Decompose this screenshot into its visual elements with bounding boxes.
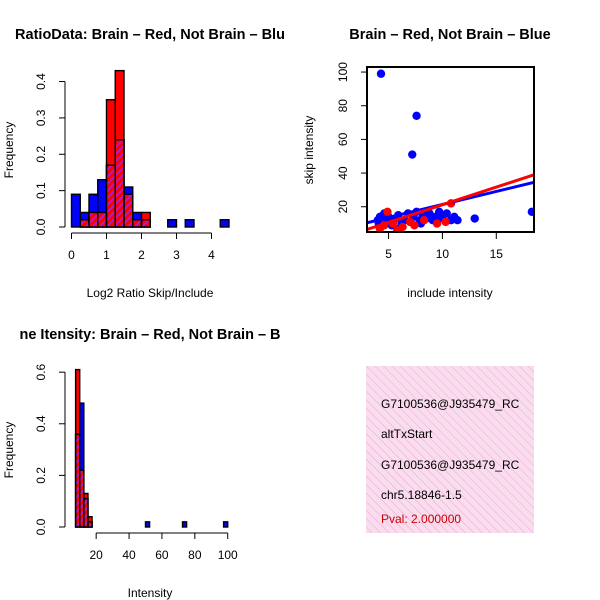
info-line-gene-id-2: G7100536@J935479_RC [381,458,520,472]
scatter-point-blue-0 [376,69,386,78]
scatter-point-red-2 [383,207,392,216]
scatter-point-blue-2 [408,150,417,159]
info-box-background [366,366,534,533]
p1-y-tick-label-3: 0.3 [34,109,48,126]
scatter-title: Brain – Red, Not Brain – Blue [349,27,550,43]
scatter-points [373,69,534,232]
scatter-y-tick-label-2: 60 [336,132,350,146]
scatter-plot-frame [366,66,535,233]
p1-bar-not-brain-0 [70,193,81,228]
p1-bar-not-brain-9 [167,219,178,228]
scatter-point-red-5 [398,222,407,232]
p3-bar-not-brain-6 [222,521,229,528]
scatter-point-blue-26 [442,209,451,218]
info-pval: Pval: 2.000000 [381,512,461,526]
p1-bar-overlap-3 [105,164,116,228]
info-panel: G7100536@J935479_RC altTxStart G7100536@… [366,366,534,533]
scatter-point-blue-30 [470,214,479,223]
intensity-histogram-panel: ne Itensity: Brain – Red, Not Brain – B … [2,327,281,600]
ratio-histogram-bars [70,69,230,228]
p1-bar-not-brain-10 [184,219,195,228]
scatter-x-tick-label-2: 15 [490,247,504,261]
scatter-point-blue-21 [425,209,434,218]
p1-bar-overlap-7 [140,219,151,228]
intensity-x-axis-label: Intensity [128,586,173,600]
ratio-histogram-panel: RatioData: Brain – Red, Not Brain – Blu … [2,27,285,300]
p3-x-tick-label-0: 20 [89,548,103,562]
intensity-histogram-title: ne Itensity: Brain – Red, Not Brain – B [19,327,280,343]
info-line-location: chr5.18846-1.5 [381,488,462,502]
scatter-x-tick-label-0: 5 [385,247,392,261]
p1-bar-overlap-6 [132,219,143,228]
ratio-histogram-title: RatioData: Brain – Red, Not Brain – Blu [15,27,285,43]
p1-y-tick-label-2: 0.2 [34,146,48,163]
p1-bar-overlap-4 [114,139,125,228]
intensity-y-axis-label: Frequency [2,422,16,479]
p3-x-tick-label-4: 100 [218,548,238,562]
ratio-y-axis-label: Frequency [2,122,16,179]
info-line-gene-id: G7100536@J935479_RC [381,397,520,411]
p1-y-tick-label-0: 0.0 [34,218,48,235]
p1-x-tick-label-1: 1 [103,248,110,262]
p1-bar-overlap-5 [123,193,134,228]
ratio-y-ticks: 0.0 0.1 0.2 0.3 0.4 [34,73,65,235]
scatter-fit-line-red [367,173,534,231]
p3-bar-overlap-2 [83,497,89,528]
scatter-x-tick-label-1: 10 [436,247,450,261]
scatter-y-tick-label-0: 20 [336,200,350,214]
p1-bar-not-brain-11 [219,219,230,228]
scatter-point-red-7 [410,221,419,230]
p3-x-tick-label-3: 80 [188,548,202,562]
scatter-point-blue-24 [434,207,444,216]
intensity-histogram-bars [74,368,229,528]
p1-x-tick-label-3: 3 [173,248,180,262]
p3-y-tick-label-1: 0.2 [34,467,48,484]
p1-bar-overlap-2 [97,211,108,228]
info-line-event-type: altTxStart [381,427,433,441]
p3-bar-overlap-3 [87,521,93,528]
scatter-y-ticks: 20 40 60 80 100 [336,62,367,214]
p3-y-tick-label-3: 0.6 [34,363,48,380]
scatter-point-red-10 [441,217,450,227]
ratio-x-axis-label: Log2 Ratio Skip/Include [87,286,214,300]
scatter-point-red-9 [432,219,442,228]
p1-x-tick-label-4: 4 [208,248,215,262]
ratio-x-ticks: 0 1 2 3 4 [68,233,215,262]
p1-bar-overlap-1 [88,211,99,228]
p3-bar-not-brain-5 [181,521,188,528]
p1-bar-overlap-0 [79,219,90,228]
p3-x-tick-label-2: 60 [155,548,169,562]
p1-x-tick-label-0: 0 [68,248,75,262]
intensity-x-ticks: 20 40 60 80 100 [89,533,238,562]
scatter-fit-lines [367,173,534,231]
scatter-point-blue-3 [527,207,534,216]
p3-y-tick-label-2: 0.4 [34,415,48,432]
scatter-point-blue-1 [412,111,421,121]
scatter-panel: Brain – Red, Not Brain – Blue 5 10 15 20 40… [302,27,551,300]
p3-x-tick-label-1: 40 [122,548,136,562]
p1-y-tick-label-1: 0.1 [34,182,48,199]
intensity-y-ticks: 0.0 0.2 0.4 0.6 [34,363,65,535]
p1-x-tick-label-2: 2 [138,248,145,262]
scatter-y-tick-label-4: 100 [336,62,350,82]
p1-y-tick-label-4: 0.4 [34,73,48,90]
p3-bar-not-brain-4 [144,521,151,528]
scatter-x-axis-label: include intensity [407,286,492,300]
scatter-y-tick-label-3: 80 [336,99,350,113]
scatter-x-ticks: 5 10 15 [385,232,503,261]
scatter-y-axis-label: skip intensity [302,116,316,185]
scatter-point-red-8 [419,216,429,225]
p3-y-tick-label-0: 0.0 [34,518,48,535]
scatter-point-blue-29 [453,216,462,225]
scatter-y-tick-label-1: 40 [336,166,350,180]
